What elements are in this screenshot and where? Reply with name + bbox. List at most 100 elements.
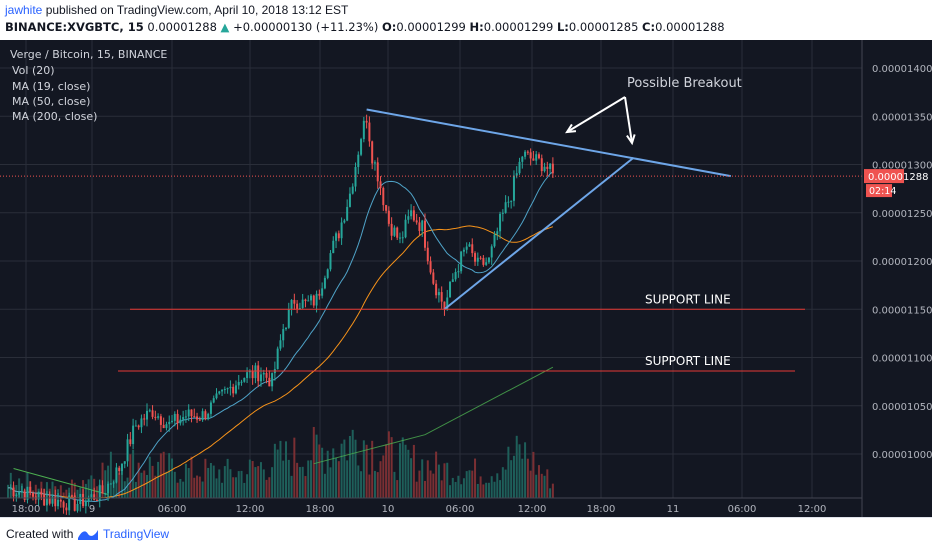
candle-body[interactable] [396, 227, 399, 238]
candle-body[interactable] [471, 244, 474, 254]
candle-body[interactable] [26, 486, 29, 500]
candle-body[interactable] [529, 152, 532, 159]
candle-body[interactable] [537, 154, 540, 159]
candle-body[interactable] [290, 299, 293, 309]
candle-body[interactable] [65, 507, 68, 511]
candle-body[interactable] [140, 418, 143, 428]
candle-body[interactable] [315, 293, 318, 306]
candle-body[interactable] [54, 496, 57, 507]
candle-body[interactable] [312, 295, 315, 306]
candle-body[interactable] [234, 385, 237, 394]
candle-body[interactable] [151, 410, 154, 417]
candle-body[interactable] [321, 288, 324, 296]
candle-body[interactable] [301, 299, 304, 309]
candle-body[interactable] [432, 272, 435, 284]
candle-body[interactable] [335, 233, 338, 241]
candle-body[interactable] [254, 365, 257, 379]
candle-body[interactable] [265, 372, 268, 378]
candle-body[interactable] [207, 413, 210, 420]
candle-body[interactable] [229, 386, 232, 389]
candle-body[interactable] [340, 222, 343, 239]
candle-body[interactable] [296, 303, 299, 310]
candle-body[interactable] [20, 491, 23, 493]
candle-body[interactable] [549, 163, 552, 169]
candle-body[interactable] [215, 393, 218, 399]
candle-body[interactable] [240, 381, 243, 383]
candle-body[interactable] [424, 220, 426, 248]
candle-body[interactable] [337, 233, 340, 239]
candle-body[interactable] [524, 151, 527, 157]
candle-body[interactable] [184, 416, 187, 418]
candle-body[interactable] [476, 257, 479, 262]
candle-body[interactable] [435, 283, 438, 296]
candle-body[interactable] [365, 120, 368, 123]
candle-body[interactable] [123, 461, 126, 464]
candle-body[interactable] [9, 487, 12, 489]
candle-body[interactable] [343, 220, 346, 223]
candle-body[interactable] [276, 348, 279, 370]
candle-body[interactable] [521, 156, 524, 162]
candle-body[interactable] [279, 340, 282, 349]
candle-body[interactable] [318, 293, 321, 296]
candle-body[interactable] [298, 308, 301, 310]
candle-body[interactable] [329, 253, 332, 270]
candle-body[interactable] [268, 377, 271, 387]
candle-body[interactable] [512, 175, 515, 201]
legend-ma19[interactable]: MA (19, close) [12, 80, 90, 93]
candle-body[interactable] [551, 163, 554, 174]
candle-body[interactable] [515, 173, 518, 176]
candle-body[interactable] [171, 420, 174, 422]
candle-body[interactable] [487, 257, 490, 263]
candle-body[interactable] [390, 223, 393, 236]
candle-body[interactable] [504, 202, 507, 213]
candle-body[interactable] [226, 388, 229, 390]
support-label-1[interactable]: SUPPORT LINE [645, 292, 731, 306]
candle-body[interactable] [410, 210, 413, 217]
candle-body[interactable] [134, 425, 137, 427]
candle-body[interactable] [490, 246, 493, 258]
candle-body[interactable] [137, 425, 140, 428]
candle-body[interactable] [48, 498, 51, 504]
candle-body[interactable] [351, 186, 354, 194]
candle-body[interactable] [221, 389, 224, 392]
rising-trendline[interactable] [443, 156, 635, 311]
candle-body[interactable] [407, 216, 410, 220]
candle-body[interactable] [37, 491, 40, 500]
candle-body[interactable] [385, 205, 388, 211]
candle-body[interactable] [104, 493, 107, 495]
candle-body[interactable] [209, 402, 212, 414]
candle-body[interactable] [98, 485, 101, 501]
candle-body[interactable] [457, 271, 460, 273]
candle-body[interactable] [362, 120, 365, 140]
candle-body[interactable] [173, 413, 176, 421]
candle-body[interactable] [257, 365, 260, 382]
candle-body[interactable] [440, 292, 443, 302]
candle-body[interactable] [90, 494, 93, 498]
candle-body[interactable] [543, 166, 546, 172]
candle-body[interactable] [201, 411, 204, 420]
candle-body[interactable] [162, 424, 165, 429]
candle-body[interactable] [293, 299, 296, 304]
candle-body[interactable] [493, 234, 496, 247]
candle-body[interactable] [449, 281, 452, 298]
candle-body[interactable] [112, 482, 115, 484]
candle-body[interactable] [310, 295, 313, 301]
candle-body[interactable] [193, 416, 196, 418]
candle-body[interactable] [282, 329, 285, 341]
candle-body[interactable] [212, 398, 215, 403]
candle-body[interactable] [59, 499, 62, 502]
candle-body[interactable] [332, 240, 335, 254]
candle-body[interactable] [243, 377, 246, 382]
legend-vol[interactable]: Vol (20) [12, 64, 55, 77]
candle-body[interactable] [501, 212, 504, 214]
candle-body[interactable] [73, 495, 76, 511]
candle-body[interactable] [246, 372, 249, 378]
candle-body[interactable] [29, 486, 32, 493]
candle-body[interactable] [87, 497, 90, 501]
candle-body[interactable] [479, 257, 482, 259]
candle-body[interactable] [387, 210, 390, 224]
candle-body[interactable] [454, 272, 457, 280]
resistance-trendline[interactable] [366, 108, 731, 178]
candle-body[interactable] [218, 391, 221, 394]
candle-body[interactable] [84, 500, 87, 507]
